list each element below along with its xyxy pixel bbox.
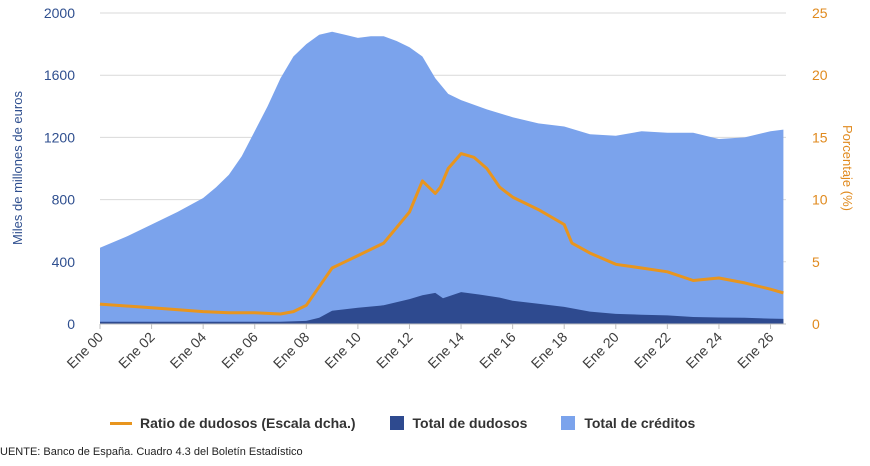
legend-label-ratio: Ratio de dudosos (Escala dcha.) <box>140 415 356 431</box>
y-axis-title: Miles de millones de euros <box>10 91 25 245</box>
legend-item-dudosos: Total de dudosos <box>389 415 528 431</box>
legend-item-creditos: Total de créditos <box>561 415 695 431</box>
x-tick-label: Ene 04 <box>167 329 210 372</box>
left-axis: 0 400 800 1200 1600 2000 <box>44 5 75 332</box>
series-total-creditos <box>100 31 784 324</box>
series-total-dudosos <box>100 292 784 324</box>
x-tick-label: Ene 06 <box>218 329 261 372</box>
y2-tick-label: 0 <box>812 316 820 332</box>
x-tick-label: Ene 12 <box>373 329 416 372</box>
x-tick-label: Ene 08 <box>270 329 313 372</box>
y2-tick-label: 15 <box>812 129 828 145</box>
series-ratio-dudosos <box>99 152 784 316</box>
y-tick-label: 2000 <box>44 5 75 21</box>
legend: Ratio de dudosos (Escala dcha.) Total de… <box>110 415 729 431</box>
x-tick-label: Ene 18 <box>528 329 571 372</box>
y2-tick-label: 20 <box>812 67 828 83</box>
y2-tick-label: 5 <box>812 254 820 270</box>
legend-swatch-dudosos <box>389 416 404 430</box>
x-tick-label: Ene 20 <box>579 329 622 372</box>
source-note: UENTE: Banco de España. Cuadro 4.3 del B… <box>0 446 303 458</box>
y2-axis-title: Porcentaje (%) <box>840 125 855 211</box>
x-tick-label: Ene 14 <box>424 329 467 372</box>
y-tick-label: 800 <box>52 192 76 208</box>
y-tick-label: 1200 <box>44 129 75 145</box>
x-tick-label: Ene 24 <box>682 329 725 372</box>
x-axis: Ene 00 Ene 02 Ene 04 Ene 06 Ene 08 Ene 10 Ene … <box>63 323 786 372</box>
y2-tick-label: 10 <box>812 192 828 208</box>
right-axis: 0 5 10 15 20 25 <box>812 5 828 332</box>
y-tick-label: 0 <box>67 316 75 332</box>
series-layer <box>99 31 784 324</box>
x-tick-label: Ene 02 <box>115 329 158 372</box>
y-tick-label: 400 <box>52 254 76 270</box>
x-tick-label: Ene 00 <box>63 329 106 372</box>
legend-item-ratio: Ratio de dudosos (Escala dcha.) <box>110 415 356 431</box>
legend-swatch-creditos <box>561 416 576 430</box>
legend-swatch-ratio <box>110 421 132 425</box>
x-tick-label: Ene 22 <box>631 329 674 372</box>
y2-tick-label: 25 <box>812 5 828 21</box>
legend-label-dudosos: Total de dudosos <box>412 415 528 431</box>
x-tick-label: Ene 26 <box>734 329 777 372</box>
y-tick-label: 1600 <box>44 67 75 83</box>
x-tick-label: Ene 16 <box>476 329 519 372</box>
legend-label-creditos: Total de créditos <box>584 415 696 431</box>
x-tick-label: Ene 10 <box>321 329 364 372</box>
